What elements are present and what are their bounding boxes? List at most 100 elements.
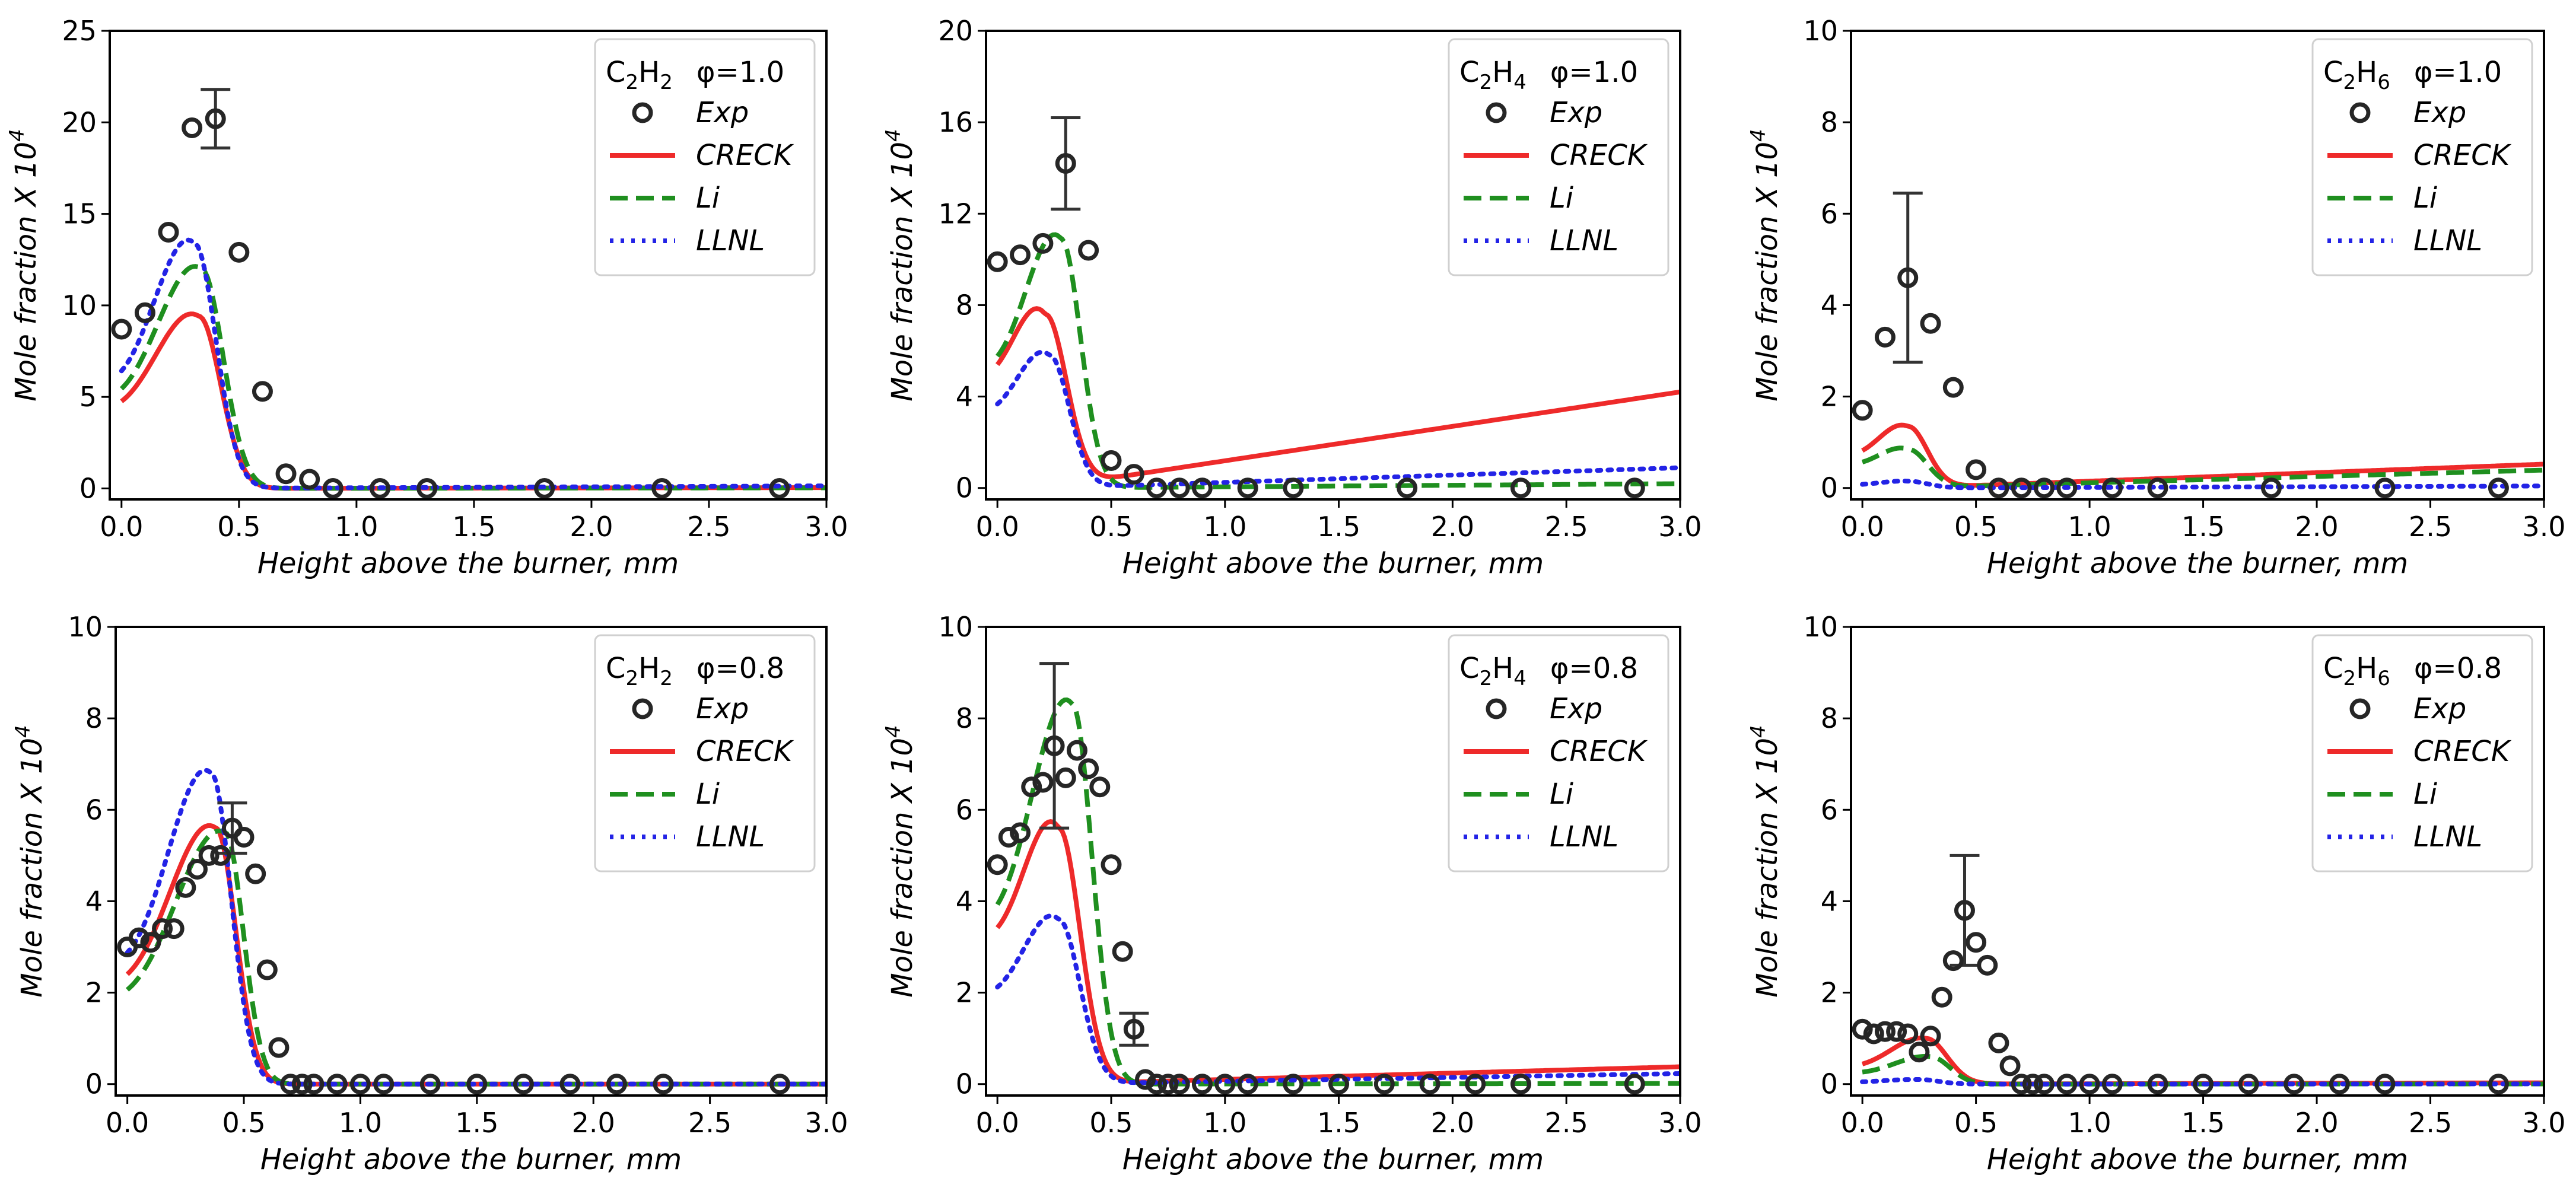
x-tick-label: 0.0 bbox=[976, 511, 1019, 543]
series-line-llnl bbox=[995, 913, 1680, 1085]
exp-data-point bbox=[1191, 477, 1213, 499]
x-tick-label: 3.0 bbox=[804, 1107, 848, 1139]
y-tick-label: 6 bbox=[1821, 794, 1838, 826]
exp-data-point bbox=[140, 932, 161, 953]
exp-data-point bbox=[152, 918, 173, 940]
exp-data-point bbox=[1909, 1042, 1930, 1063]
exp-data-point bbox=[158, 221, 179, 243]
exp-data-point bbox=[559, 1074, 581, 1095]
exp-data-point bbox=[1852, 400, 1873, 421]
x-axis-label: Height above the burner, mm bbox=[1122, 1143, 1544, 1176]
x-tick-label: 1.5 bbox=[452, 511, 495, 543]
exp-data-point bbox=[2260, 477, 2282, 499]
x-tick-label: 2.0 bbox=[2295, 511, 2338, 543]
y-tick-label: 0 bbox=[85, 1068, 103, 1100]
exp-data-point bbox=[1055, 767, 1076, 788]
exp-data-point bbox=[2374, 1074, 2396, 1095]
legend-label: Li bbox=[1550, 181, 1574, 215]
series-line-llnl bbox=[995, 349, 1680, 488]
legend-marker-exp bbox=[632, 102, 653, 123]
x-tick-label: 0.0 bbox=[106, 1107, 149, 1139]
x-tick-label: 3.0 bbox=[1658, 511, 1702, 543]
plot-frame bbox=[985, 626, 1681, 1097]
y-tick-label: 0 bbox=[79, 472, 97, 504]
x-tick-label: 3.0 bbox=[804, 511, 848, 543]
exp-data-point bbox=[349, 1074, 371, 1095]
exp-data-point bbox=[233, 827, 255, 848]
y-axis-label: Mole fraction X 104 bbox=[882, 129, 919, 401]
exp-data-point bbox=[2011, 477, 2032, 499]
y-tick-label: 20 bbox=[938, 15, 973, 47]
exp-data-point bbox=[653, 1074, 674, 1095]
error-bar bbox=[1051, 116, 1081, 211]
exp-data-point bbox=[534, 477, 555, 499]
exp-data-point bbox=[291, 1074, 313, 1095]
x-tick-label: 2.5 bbox=[2409, 511, 2452, 543]
plot-frame bbox=[115, 626, 828, 1097]
x-tick-label: 1.5 bbox=[2181, 511, 2225, 543]
exp-data-point bbox=[2147, 477, 2168, 499]
legend-label: Li bbox=[2413, 181, 2438, 215]
y-tick-label: 12 bbox=[938, 198, 973, 230]
legend-marker-exp bbox=[1486, 698, 1507, 719]
exp-data-point bbox=[1032, 233, 1054, 254]
exp-data-point bbox=[987, 854, 1008, 875]
exp-data-point bbox=[2034, 477, 2055, 499]
y-tick-label: 15 bbox=[62, 198, 97, 230]
exp-data-point bbox=[1010, 244, 1031, 266]
exp-data-point bbox=[651, 477, 673, 499]
legend-title: C2H6 φ=0.8 bbox=[2323, 652, 2502, 690]
legend-label: Li bbox=[696, 181, 720, 215]
exp-data-point bbox=[280, 1074, 301, 1095]
y-tick-label: 10 bbox=[68, 611, 103, 643]
y-axis-label: Mole fraction X 104 bbox=[1747, 725, 1784, 997]
y-tick-label: 2 bbox=[956, 977, 973, 1009]
exp-data-point bbox=[163, 918, 185, 940]
chart-panel-1: 0.0 0.5 1.0 1.5 2.0 2.5 3.0 0 5 10 15 20 25 Height ab… bbox=[5, 15, 848, 580]
exp-data-point bbox=[268, 1037, 290, 1058]
exp-data-point bbox=[373, 1074, 395, 1095]
exp-data-point bbox=[182, 117, 203, 139]
exp-data-point bbox=[1078, 240, 1099, 261]
exp-data-point bbox=[1283, 1074, 1304, 1095]
model-curves bbox=[1860, 422, 2544, 491]
y-tick-label: 0 bbox=[1821, 472, 1838, 504]
series-line-llnl bbox=[1860, 478, 2544, 491]
y-tick-label: 16 bbox=[938, 106, 973, 138]
x-tick-label: 0.5 bbox=[1089, 1107, 1133, 1139]
exp-data-point bbox=[2193, 1074, 2214, 1095]
exp-data-point bbox=[1465, 1074, 1486, 1095]
y-axis-label: Mole fraction X 104 bbox=[882, 725, 919, 997]
x-tick-label: 0.0 bbox=[1841, 1107, 1884, 1139]
exp-data-point bbox=[1146, 477, 1168, 499]
y-tick-label: 5 bbox=[79, 381, 97, 413]
exp-data-point bbox=[1066, 740, 1087, 761]
y-tick-label: 2 bbox=[85, 977, 103, 1009]
legend-marker-exp bbox=[2349, 102, 2371, 123]
x-tick-label: 1.0 bbox=[1203, 511, 1246, 543]
exp-data-point bbox=[1920, 313, 1941, 334]
series-line-li bbox=[119, 264, 826, 491]
exp-data-point bbox=[1078, 758, 1099, 779]
exp-data-point bbox=[128, 927, 150, 948]
exp-data-point bbox=[2101, 477, 2123, 499]
exp-data-point bbox=[1169, 1074, 1190, 1095]
exp-data-point bbox=[245, 863, 266, 884]
series-line-llnl bbox=[1860, 1077, 2544, 1087]
x-tick-label: 2.5 bbox=[688, 1107, 732, 1139]
exp-data-point bbox=[1237, 477, 1258, 499]
exp-data-point bbox=[1863, 1023, 1884, 1044]
x-axis-label: Height above the burner, mm bbox=[257, 547, 679, 580]
x-tick-label: 2.5 bbox=[1545, 511, 1588, 543]
x-tick-label: 1.0 bbox=[2068, 1107, 2111, 1139]
x-tick-label: 1.0 bbox=[1203, 1107, 1246, 1139]
series-line-llnl bbox=[125, 768, 826, 1087]
x-axis-label: Height above the burner, mm bbox=[1987, 547, 2408, 580]
exp-data-point bbox=[252, 381, 273, 402]
y-tick-label: 10 bbox=[938, 611, 973, 643]
exp-data-point bbox=[275, 463, 297, 485]
series-line-creck bbox=[1861, 422, 2544, 488]
series-line-li bbox=[996, 232, 1680, 490]
legend-label: Li bbox=[696, 778, 720, 811]
